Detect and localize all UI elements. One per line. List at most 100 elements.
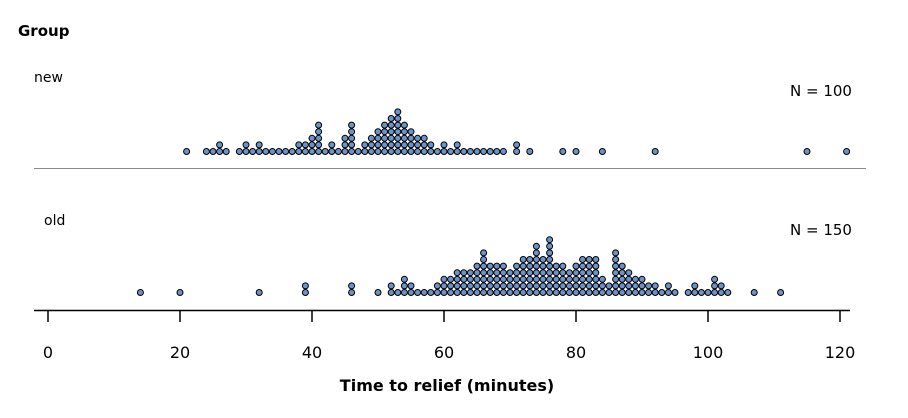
dot-marker (526, 256, 534, 263)
dot-marker (301, 141, 309, 149)
dot-marker (513, 269, 521, 277)
dot-marker (539, 289, 547, 296)
dot-marker (559, 282, 567, 290)
dot-marker (605, 289, 613, 296)
dot-marker (387, 148, 395, 155)
dot-marker (268, 148, 276, 155)
dot-marker (222, 148, 230, 155)
dot-marker (315, 134, 323, 142)
dot-marker (400, 128, 408, 136)
dot-marker (579, 262, 587, 270)
dot-marker (625, 269, 633, 277)
dot-marker (216, 141, 224, 149)
dot-marker (381, 121, 389, 129)
dot-marker (460, 282, 468, 290)
dot-marker (354, 148, 362, 155)
dot-marker (473, 148, 481, 155)
dot-marker (394, 108, 402, 116)
dot-marker (552, 262, 560, 270)
dot-marker (394, 115, 402, 122)
dot-marker (447, 275, 455, 283)
dot-marker (519, 256, 527, 263)
dot-marker (585, 269, 593, 277)
dot-marker (427, 289, 435, 296)
dot-marker (612, 282, 620, 290)
dot-marker (440, 275, 448, 283)
dot-marker (367, 134, 375, 142)
dot-marker (394, 128, 402, 136)
dot-marker (532, 269, 540, 277)
dot-marker (447, 282, 455, 290)
dot-marker (506, 269, 514, 277)
group-heading: Group (18, 22, 70, 40)
dot-marker (684, 289, 692, 296)
dot-marker (572, 148, 580, 155)
dot-marker (572, 262, 580, 270)
dot-marker (407, 141, 415, 149)
dot-marker (671, 289, 679, 296)
dot-marker (499, 289, 507, 296)
dot-marker (532, 282, 540, 290)
dot-marker (348, 134, 356, 142)
x-tick-label: 20 (170, 343, 190, 362)
dot-marker (453, 141, 461, 149)
dot-marker (612, 289, 620, 296)
dot-marker (486, 275, 494, 283)
dot-marker (546, 275, 554, 283)
dot-marker (499, 148, 507, 155)
x-tick-label: 0 (43, 343, 53, 362)
dot-marker (506, 282, 514, 290)
dot-marker (598, 282, 606, 290)
dot-marker (400, 134, 408, 142)
panel-old-dots (136, 236, 785, 296)
dot-marker (255, 148, 263, 155)
dot-marker (546, 269, 554, 277)
dot-marker (367, 141, 375, 149)
dot-marker (526, 282, 534, 290)
dot-marker (519, 282, 527, 290)
dot-marker (387, 115, 395, 122)
dot-marker (526, 269, 534, 277)
dot-marker (480, 262, 488, 270)
dot-marker (473, 289, 481, 296)
dot-marker (585, 282, 593, 290)
dot-marker (460, 269, 468, 277)
dot-marker (348, 148, 356, 155)
dot-marker (374, 134, 382, 142)
dot-marker (572, 289, 580, 296)
dot-marker (433, 289, 441, 296)
dot-marker (295, 141, 303, 149)
dot-marker (387, 289, 395, 296)
dot-marker (433, 148, 441, 155)
dot-marker (750, 289, 758, 296)
dot-marker (499, 282, 507, 290)
dot-marker (612, 249, 620, 257)
x-tick-label: 100 (693, 343, 724, 362)
dot-marker (513, 275, 521, 283)
dot-marker (407, 134, 415, 142)
dot-marker (374, 148, 382, 155)
panel-new-dots (183, 108, 851, 155)
dot-marker (315, 121, 323, 129)
dot-marker (288, 148, 296, 155)
dot-marker (420, 148, 428, 155)
dot-marker (400, 121, 408, 129)
dot-marker (539, 256, 547, 263)
dot-marker (579, 275, 587, 283)
dot-marker (592, 256, 600, 263)
dot-marker (664, 289, 672, 296)
panel-new-label: new (34, 70, 63, 86)
dot-marker (631, 275, 639, 283)
dot-marker (453, 148, 461, 155)
dot-marker (618, 262, 626, 270)
dot-marker (308, 134, 316, 142)
dot-marker (592, 269, 600, 277)
dot-marker (645, 282, 653, 290)
dot-marker (625, 282, 633, 290)
dot-marker (486, 289, 494, 296)
dot-marker (532, 256, 540, 263)
dot-marker (486, 282, 494, 290)
dot-marker (638, 289, 646, 296)
dot-marker (460, 275, 468, 283)
dot-marker (427, 141, 435, 149)
